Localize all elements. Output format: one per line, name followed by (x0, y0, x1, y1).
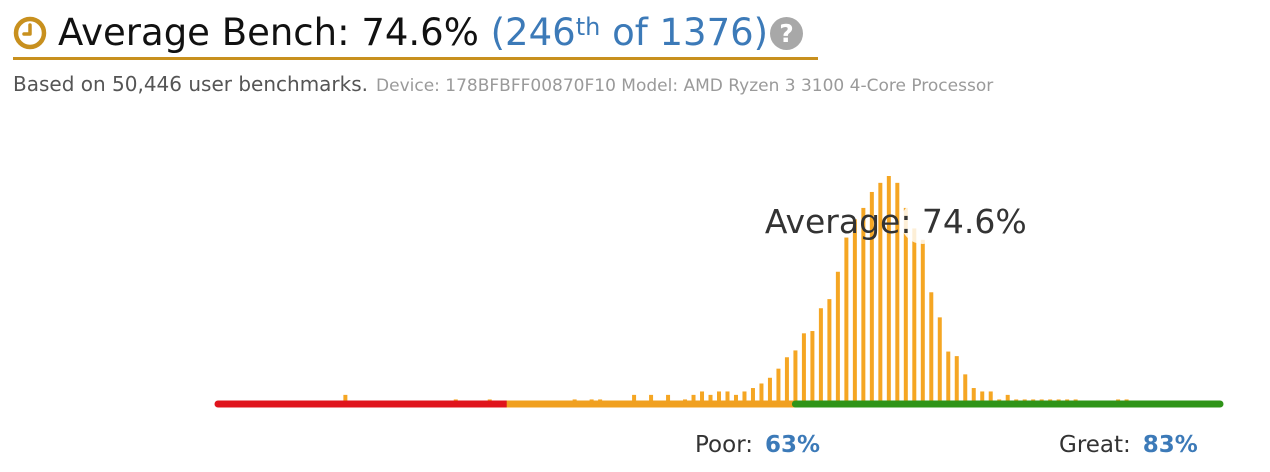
histogram-bar (784, 357, 789, 404)
great-label: Great: (1059, 432, 1131, 458)
histogram-bar (801, 333, 806, 404)
histogram-bars (343, 176, 1129, 404)
histogram-bar (343, 394, 348, 404)
page-title: Average Bench: 74.6% (246th of 1376) (58, 10, 768, 56)
great-marker: Great: 83% (1059, 432, 1198, 458)
histogram-bar (861, 207, 866, 404)
histogram-bar (895, 182, 900, 404)
average-marker-glow (900, 200, 945, 244)
histogram-bar (691, 394, 696, 404)
histogram-bar (717, 391, 721, 404)
histogram-bar (920, 239, 925, 404)
histogram-bar (844, 237, 849, 404)
histogram-bar (946, 351, 951, 404)
header-underline (13, 57, 818, 60)
rank-position[interactable]: (246 (490, 11, 576, 54)
rank-ordinal-suffix[interactable]: th (575, 13, 601, 41)
histogram-bar (776, 368, 781, 404)
histogram-bar (632, 394, 637, 404)
histogram-bar (742, 391, 747, 404)
device-model-info: Device: 178BFBFF00870F10 Model: AMD Ryze… (376, 76, 994, 96)
clock-icon (13, 16, 47, 50)
histogram-bar (793, 350, 798, 404)
histogram-bar (750, 388, 755, 404)
histogram-bar (954, 356, 959, 404)
user-benchmark-count: Based on 50,446 user benchmarks. (13, 72, 369, 96)
histogram-bar (835, 271, 840, 404)
histogram-bar (937, 317, 942, 404)
histogram-bar (810, 331, 815, 404)
histogram-bar (852, 219, 857, 404)
histogram-bar (759, 383, 764, 404)
histogram-bar (878, 182, 883, 404)
histogram-bar (886, 176, 891, 404)
histogram-bar (725, 391, 730, 404)
average-marker: Average: 74.6% (765, 200, 1027, 244)
histogram-bar (649, 394, 654, 404)
histogram-bar (912, 228, 917, 404)
average-bench-title: Average Bench: 74.6% (58, 11, 479, 54)
histogram-bar (767, 377, 772, 404)
rank-link[interactable]: (246th of 1376) (491, 11, 768, 54)
great-value: 83% (1142, 432, 1198, 458)
histogram-bar (980, 391, 985, 404)
histogram-bar (929, 292, 934, 404)
histogram-bar (971, 388, 976, 404)
histogram-bar (963, 374, 968, 404)
average-annotation: Average: 74.6% (765, 202, 1027, 241)
poor-value: 63% (765, 432, 821, 458)
histogram-bar (827, 299, 832, 404)
average-bench-header: Average Bench: 74.6% (246th of 1376) ? (13, 8, 818, 60)
subtitle: Based on 50,446 user benchmarks. Device: … (13, 72, 993, 96)
histogram-bar (1005, 394, 1010, 404)
poor-label: Poor: (695, 432, 753, 458)
histogram-bar (666, 394, 671, 404)
rank-total[interactable]: of 1376) (600, 11, 769, 54)
help-icon[interactable]: ? (770, 17, 803, 50)
histogram-bar (903, 207, 908, 404)
histogram-bar (700, 391, 705, 404)
histogram-bar (733, 394, 738, 404)
histogram-bar (818, 308, 823, 404)
histogram-bar (708, 394, 713, 404)
histogram-bar (869, 191, 874, 404)
histogram-bar (988, 391, 993, 404)
poor-marker: Poor: 63% (695, 432, 820, 458)
